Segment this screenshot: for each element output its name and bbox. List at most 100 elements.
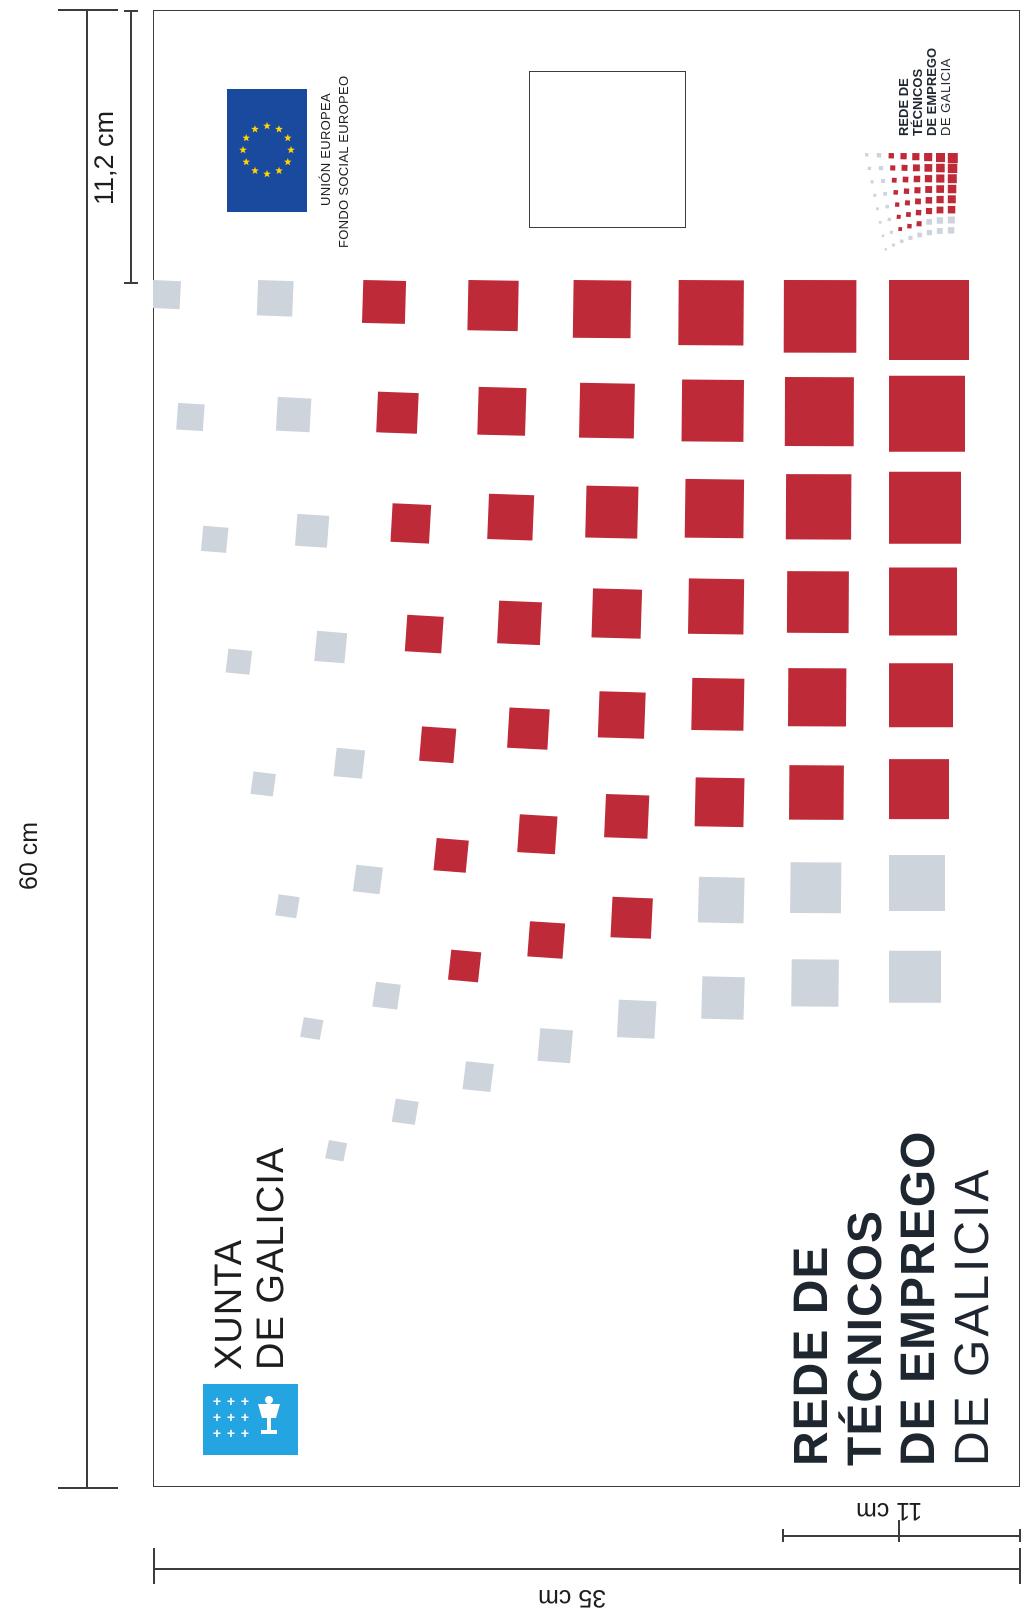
width-dimension-tick-right (1019, 1548, 1021, 1584)
checker-tile (694, 777, 745, 828)
small-checker-tile (947, 195, 956, 204)
small-checker-tile (901, 164, 908, 171)
checker-tile (785, 474, 852, 540)
small-checker-tile (947, 184, 957, 194)
small-checker-tile (914, 187, 921, 194)
eu-star-icon (239, 146, 247, 154)
eu-star-icon (284, 158, 292, 166)
main-title-line4: DE GALICIA (946, 1166, 999, 1466)
small-checker-tile (883, 191, 888, 196)
checker-tile (200, 525, 229, 553)
header-dimension-tick-top (124, 10, 138, 12)
checker-tile (889, 280, 969, 360)
checker-tile (678, 280, 744, 346)
small-rede-logo-mark-icon (865, 153, 958, 251)
checker-tile (250, 771, 276, 797)
checker-tile (784, 377, 854, 447)
checker-tile (225, 648, 253, 675)
small-checker-tile (904, 200, 911, 206)
width-dimension-label: 35 cm (538, 1584, 607, 1612)
small-checker-tile (900, 153, 907, 160)
height-dimension-label: 60 cm (15, 821, 43, 890)
checker-tile (527, 921, 566, 959)
checker-tile (372, 981, 401, 1010)
checker-tile (448, 949, 482, 983)
checker-tile (487, 493, 535, 541)
height-dimension-line (86, 10, 88, 1487)
checker-tile (889, 759, 949, 820)
checker-tile (391, 1098, 419, 1125)
checker-tile (362, 280, 407, 324)
small-checker-tile (925, 186, 933, 193)
checker-tile (585, 485, 639, 539)
small-checker-tile (870, 180, 874, 184)
height-dimension-tick-bottom (58, 1487, 118, 1489)
small-checker-tile (947, 163, 958, 174)
small-checker-tile (947, 227, 955, 234)
small-checker-tile (936, 228, 943, 234)
small-checker-tile (947, 153, 958, 163)
checker-tile (889, 663, 953, 728)
small-checker-tile (898, 227, 903, 232)
small-checker-tile (915, 198, 921, 205)
small-checker-tile (891, 177, 897, 183)
small-checker-tile (903, 188, 910, 194)
checker-tile (591, 588, 643, 639)
small-checker-tile (936, 185, 945, 193)
checker-tile (786, 571, 849, 634)
eu-logo-line1: UNIÓN EUROPEA (318, 93, 333, 206)
checker-tile (477, 386, 527, 436)
checker-tile (791, 959, 839, 1007)
checker-tile (889, 375, 965, 452)
xunta-line2: DE GALICIA (250, 1146, 292, 1370)
small-checker-tile (905, 212, 911, 217)
checker-tile (333, 747, 366, 779)
checker-tile (889, 567, 957, 636)
small-checker-tile (924, 164, 933, 172)
checker-tile (579, 382, 635, 439)
banner-panel (153, 10, 1020, 1487)
small-checker-tile (936, 217, 944, 224)
checker-tile (788, 668, 847, 727)
eu-star-icon (284, 134, 292, 142)
header-dimension-label: 11,2 cm (89, 110, 119, 205)
small-checker-tile (947, 216, 955, 224)
small-checker-tile (926, 229, 933, 236)
checker-tile (684, 478, 745, 539)
small-checker-tile (912, 153, 920, 161)
checker-tile (462, 1061, 494, 1092)
checker-tile (176, 402, 205, 432)
checker-tile (275, 396, 312, 433)
svg-text:+: + (213, 1393, 221, 1409)
checker-tile (376, 391, 419, 434)
checker-tile (153, 280, 181, 310)
checker-tile (404, 614, 444, 654)
checker-tile (889, 471, 961, 544)
eu-logo-line2: FONDO SOCIAL EUROPEO (336, 75, 351, 248)
svg-text:+: + (227, 1409, 235, 1425)
small-checker-tile (888, 153, 894, 159)
small-checker-tile (867, 166, 872, 171)
small-checker-tile (908, 235, 913, 240)
checker-tile (537, 1028, 573, 1064)
width-dimension-tick-left (153, 1548, 155, 1584)
eu-star-icon (242, 158, 250, 166)
brand-dimension-label: 11 cm (856, 1497, 923, 1525)
xunta-line1: XUNTA (208, 1239, 250, 1370)
main-title-line3: DE EMPREGO (892, 1130, 945, 1466)
eu-star-icon (287, 146, 295, 154)
main-title-line1: REDE DE (785, 1245, 838, 1466)
eu-star-icon (275, 125, 283, 133)
small-checker-tile (878, 220, 882, 224)
small-rede-logo: REDE DE TÉCNICOS DE EMPREGO DE GALICIA (865, 28, 975, 258)
checker-tile (507, 707, 550, 750)
small-checker-tile (875, 207, 880, 211)
checker-tile (697, 876, 745, 924)
small-checker-tile (865, 153, 869, 157)
small-checker-tile (925, 197, 933, 204)
small-logo-line3: DE EMPREGO (924, 47, 939, 136)
small-checker-tile (896, 214, 901, 219)
small-checker-tile (889, 230, 894, 234)
checker-tile (783, 280, 857, 353)
small-checker-tile (907, 223, 912, 229)
